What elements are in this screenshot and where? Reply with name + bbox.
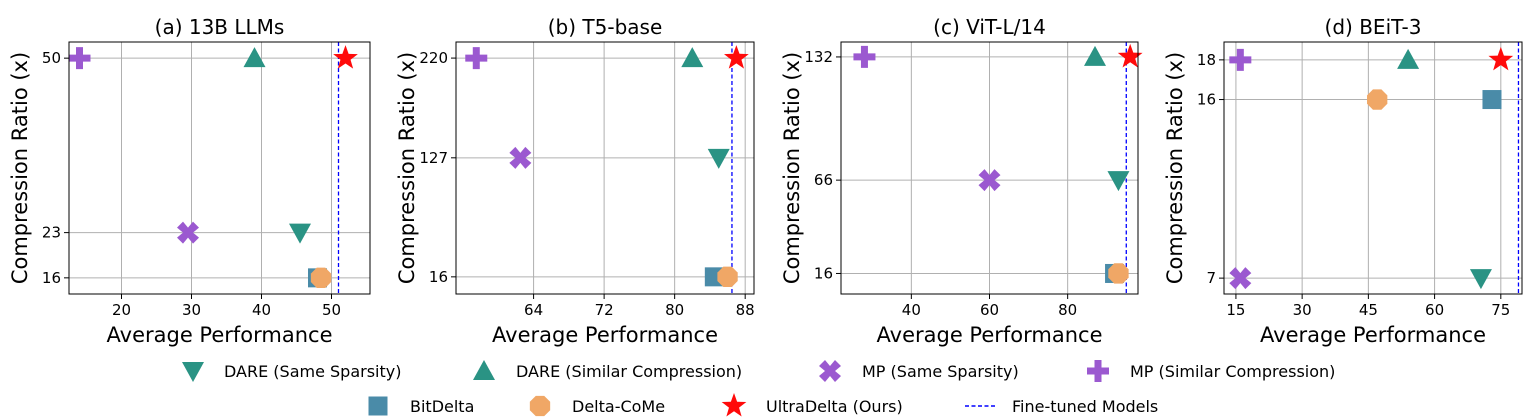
y-axis-label: Compression Ratio (x) — [1163, 52, 1187, 284]
legend-label: DARE (Similar Compression) — [516, 362, 742, 381]
x-tick-label: 64 — [524, 301, 543, 319]
chart-panel-2: 64 72 80 88 16 127 220 (b) T5-base Average Perfo… — [395, 15, 755, 347]
x-tick-label: 30 — [182, 301, 201, 319]
x-tick-label: 15 — [1226, 301, 1245, 319]
chart-title: (a) 13B LLMs — [155, 15, 285, 39]
y-tick-label: 16 — [42, 269, 61, 287]
plot-frame — [68, 41, 371, 295]
data-point-dare-similar — [1084, 45, 1107, 66]
chart-title: (c) ViT-L/14 — [933, 15, 1046, 39]
x-axis-label: Average Performance — [492, 323, 718, 347]
chart-panel-4: 15 30 45 60 75 7 16 18 (d) BEiT-3 Average Perform… — [1163, 15, 1523, 347]
data-point-dare-same — [1469, 269, 1492, 290]
data-point-dare-similar — [243, 47, 266, 68]
y-tick-label: 16 — [814, 264, 833, 282]
data-point-mp-similar — [68, 47, 91, 70]
x-tick-label: 20 — [112, 301, 131, 319]
x-tick-label: 45 — [1359, 301, 1378, 319]
legend-item-mp-similar: MP (Similar Compression) — [1087, 360, 1335, 382]
chart-panel-1: 20 30 40 50 16 23 50 (a) 13B LLMs Average Perfor… — [8, 15, 371, 347]
data-point-ultradelta — [1117, 43, 1143, 68]
legend-item-finetuned: Fine-tuned Models — [965, 397, 1158, 416]
data-point-dare-same — [707, 148, 730, 169]
data-point-mp-same — [1229, 267, 1252, 290]
data-point-ultradelta — [333, 45, 358, 69]
plot-frame — [1223, 41, 1523, 295]
data-point-delta-come — [1367, 89, 1388, 110]
data-point-mp-similar — [853, 45, 876, 68]
x-tick-label: 60 — [980, 301, 999, 319]
y-tick-label: 132 — [804, 48, 833, 66]
legend-marker — [529, 395, 551, 417]
data-point-mp-similar — [1229, 48, 1252, 71]
x-tick-label: 88 — [736, 301, 755, 319]
x-tick-label: 80 — [665, 301, 684, 319]
data-point-delta-come — [310, 267, 332, 289]
legend-item-bitdelta: BitDelta — [368, 396, 474, 416]
data-point-mp-same — [177, 221, 199, 244]
chart-title: (b) T5-base — [548, 15, 663, 39]
data-point-dare-similar — [1397, 48, 1420, 69]
x-axis-label: Average Performance — [877, 323, 1103, 347]
y-tick-label: 220 — [419, 49, 448, 67]
data-point-bitdelta — [1482, 90, 1502, 110]
legend-marker — [1087, 360, 1109, 382]
y-axis-label: Compression Ratio (x) — [780, 52, 804, 284]
x-tick-label: 72 — [595, 301, 614, 319]
x-tick-label: 75 — [1491, 301, 1510, 319]
data-point-dare-same — [1107, 171, 1130, 192]
x-tick-label: 30 — [1293, 301, 1312, 319]
data-point-mp-same — [509, 146, 532, 169]
legend-item-dare-same: DARE (Same Sparsity) — [182, 362, 401, 382]
x-tick-label: 40 — [252, 301, 271, 319]
data-point-mp-similar — [465, 47, 488, 70]
y-tick-label: 23 — [42, 224, 61, 242]
data-point-ultradelta — [1488, 46, 1514, 71]
x-tick-label: 80 — [1058, 301, 1077, 319]
legend-label: BitDelta — [410, 397, 474, 416]
y-tick-label: 50 — [42, 49, 61, 67]
x-tick-label: 40 — [902, 301, 921, 319]
chart-panel-3: 40 60 80 16 66 132 (c) ViT-L/14 Average Perform… — [780, 15, 1143, 347]
data-point-ultradelta — [724, 45, 749, 69]
y-tick-label: 7 — [1206, 269, 1216, 287]
y-tick-label: 127 — [419, 149, 448, 167]
x-tick-label: 60 — [1425, 301, 1444, 319]
legend-item-dare-similar: DARE (Similar Compression) — [473, 360, 742, 381]
legend-label: DARE (Same Sparsity) — [224, 362, 401, 381]
x-axis-label: Average Performance — [107, 323, 333, 347]
y-axis-label: Compression Ratio (x) — [8, 52, 32, 284]
data-point-delta-come — [1108, 263, 1129, 284]
y-tick-label: 16 — [429, 268, 448, 286]
legend-item-ultradelta: UltraDelta (Ours) — [721, 393, 903, 417]
y-tick-label: 16 — [1197, 91, 1216, 109]
legend-marker — [368, 396, 388, 416]
legend-label: Fine-tuned Models — [1012, 397, 1158, 416]
legend-label: UltraDelta (Ours) — [766, 397, 903, 416]
x-tick-label: 50 — [322, 301, 341, 319]
data-point-dare-similar — [681, 47, 704, 68]
legend-label: MP (Similar Compression) — [1130, 362, 1335, 381]
plot-frame — [455, 41, 755, 295]
data-point-mp-same — [978, 169, 1001, 192]
y-tick-label: 66 — [814, 171, 833, 189]
legend-item-delta-come: Delta-CoMe — [529, 395, 665, 417]
legend-marker — [819, 360, 841, 382]
legend-label: MP (Same Sparsity) — [862, 362, 1019, 381]
legend-marker — [721, 393, 747, 417]
legend-label: Delta-CoMe — [572, 397, 665, 416]
y-tick-label: 18 — [1197, 51, 1216, 69]
data-point-delta-come — [717, 266, 738, 288]
chart-title: (d) BEiT-3 — [1325, 15, 1422, 39]
legend-marker — [182, 362, 204, 382]
y-axis-label: Compression Ratio (x) — [395, 52, 419, 284]
legend-marker — [473, 360, 495, 380]
legend: DARE (Same Sparsity) DARE (Similar Compre… — [182, 360, 1335, 417]
x-axis-label: Average Performance — [1260, 323, 1486, 347]
data-point-dare-same — [289, 223, 311, 244]
legend-item-mp-same: MP (Same Sparsity) — [819, 360, 1019, 382]
panels: 20 30 40 50 16 23 50 (a) 13B LLMs Average Perfor… — [8, 15, 1523, 347]
